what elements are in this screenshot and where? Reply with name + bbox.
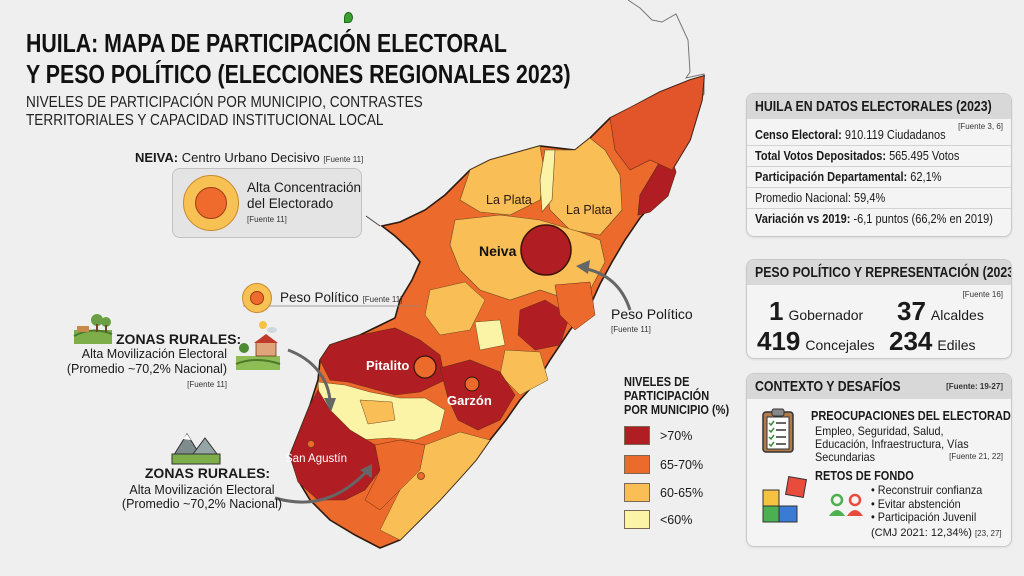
peso-politico-right-label: Peso Político [Fuente 11] <box>611 306 693 334</box>
map-label-la-plata-1: La Plata <box>486 193 532 207</box>
preocupaciones-list: Empleo, Seguridad, Salud, Educación, Inf… <box>815 424 969 464</box>
reto-item: • Evitar abstención <box>871 496 961 511</box>
pitalito-bubble <box>413 355 437 379</box>
neiva-box-line-2: del Electorado <box>247 196 334 211</box>
page-subtitle: NIVELES DE PARTICIPACIÓN POR MUNICIPIO, … <box>26 94 423 130</box>
card-header: CONTEXTO Y DESAFÍOS [Fuente: 19-27] <box>747 374 1011 399</box>
map-label-san-agustin: San Agustín <box>285 453 348 465</box>
clipboard-checklist-icon <box>762 408 794 453</box>
title-line-1: HUILA: MAPA DE PARTICIPACIÓN ELECTORAL <box>26 28 507 58</box>
row-censo: Censo Electoral: 910.119 Ciudadanos <box>747 125 1011 146</box>
mountains-icon <box>171 433 221 465</box>
contexto-source: [Fuente: 19-27] <box>946 382 1003 391</box>
retos-title: RETOS DE FONDO <box>815 469 914 483</box>
neiva-callout-heading: NEIVA: Centro Urbano Decisivo [Fuente 11… <box>135 150 363 165</box>
legend-item-60-65: 60-65% <box>624 483 703 502</box>
concentration-icon <box>183 175 239 231</box>
legend-swatch <box>624 455 650 474</box>
puzzle-icon <box>762 476 808 523</box>
contexto-card: CONTEXTO Y DESAFÍOS [Fuente: 19-27] PREO… <box>746 373 1012 547</box>
peso-politico-icon <box>242 283 272 313</box>
map-label-garzon: Garzón <box>447 393 492 408</box>
peso-politico-card: PESO POLÍTICO Y REPRESENTACIÓN (2023) [F… <box>746 259 1012 359</box>
reto-item: • Participación Juvenil <box>871 510 977 524</box>
rural-upper-text: Alta Movilización Electoral (Promedio ~7… <box>66 347 227 389</box>
subtitle-line-1: NIVELES DE PARTICIPACIÓN POR MUNICIPIO, … <box>26 94 423 111</box>
rural-upper-heading: ZONAS RURALES: <box>116 331 242 347</box>
legend-swatch <box>624 510 650 529</box>
legend-item-65-70: 65-70% <box>624 455 703 474</box>
arrow-rural-lower <box>274 468 370 504</box>
neiva-heading-rest: Centro Urbano Decisivo <box>181 150 320 165</box>
stat-concejales: 419 Concejales <box>757 326 875 356</box>
map-label-pitalito: Pitalito <box>366 358 410 373</box>
map-label-la-plata-2: La Plata <box>566 203 612 217</box>
row-votos: Total Votos Depositados: 565.495 Votos <box>747 146 1011 167</box>
legend-swatch <box>624 426 650 445</box>
row-variacion: Variación vs 2019: -6,1 puntos (66,2% en… <box>755 212 993 226</box>
legend-title: NIVELES DE PARTICIPACIÓN POR MUNICIPIO (… <box>624 375 730 417</box>
datos-electorales-card: HUILA EN DATOS ELECTORALES (2023) [Fuent… <box>746 93 1012 237</box>
leaf-icon <box>344 12 353 23</box>
san-agustin-dot <box>307 440 315 448</box>
preocupaciones-title: PREOCUPACIONES DEL ELECTORADO <box>811 409 1012 423</box>
farmhouse-icon <box>235 321 281 370</box>
reto-item: • Reconstruir confianza <box>871 483 983 497</box>
page-title: HUILA: MAPA DE PARTICIPACIÓN ELECTORAL Y… <box>26 28 571 90</box>
retos-list: • Reconstruir confianza • Evitar abstenc… <box>871 483 983 525</box>
neiva-heading-bold: NEIVA: <box>135 150 179 165</box>
arrow-rural-upper <box>287 348 332 401</box>
peso-source: [Fuente 16] <box>962 290 1003 299</box>
stat-ediles: 234 Ediles <box>889 326 976 356</box>
rural-lower-text: Alta Movilización Electoral (Promedio ~7… <box>121 483 283 511</box>
subtitle-line-2: TERRITORIALES Y CAPACIDAD INSTITUCIONAL … <box>26 112 384 129</box>
neiva-bubble <box>520 224 572 276</box>
neiva-heading-source: [Fuente 11] <box>323 155 364 164</box>
stat-gobernador: 1 Gobernador <box>769 296 864 326</box>
neiva-box-source: [Fuente 11] <box>247 215 287 224</box>
people-icon <box>829 493 863 516</box>
legend-swatch <box>624 483 650 502</box>
row-promedio-nacional: Promedio Nacional: 59,4% <box>747 188 1011 209</box>
row-participacion: Participación Departamental: 62,1% <box>747 167 1011 188</box>
map-label-neiva: Neiva <box>479 243 517 259</box>
legend-item-gt70: >70% <box>624 426 692 445</box>
neiva-box-line-1: Alta Concentración <box>247 180 362 195</box>
neiva-callout-box: Alta Concentración del Electorado [Fuent… <box>172 168 362 238</box>
stat-alcaldes: 37 Alcaldes <box>897 296 984 326</box>
legend-item-lt60: <60% <box>624 510 692 529</box>
rural-lower-heading: ZONAS RURALES: <box>144 465 271 481</box>
datos-source: [Fuente 3, 6] <box>958 122 1003 131</box>
card-header: PESO POLÍTICO Y REPRESENTACIÓN (2023) <box>747 260 1011 285</box>
peso-politico-left-label: Peso Político [Fuente 11] <box>280 290 403 305</box>
card-header: HUILA EN DATOS ELECTORALES (2023) <box>747 94 1011 119</box>
municipio-dot <box>417 472 425 480</box>
retos-note: (CMJ 2021: 12,34%) [23, 27] <box>871 527 1002 539</box>
title-line-2: Y PESO POLÍTICO (ELECCIONES REGIONALES 2… <box>26 59 571 89</box>
farm-landscape-icon <box>73 314 113 344</box>
garzon-bubble <box>464 376 480 392</box>
